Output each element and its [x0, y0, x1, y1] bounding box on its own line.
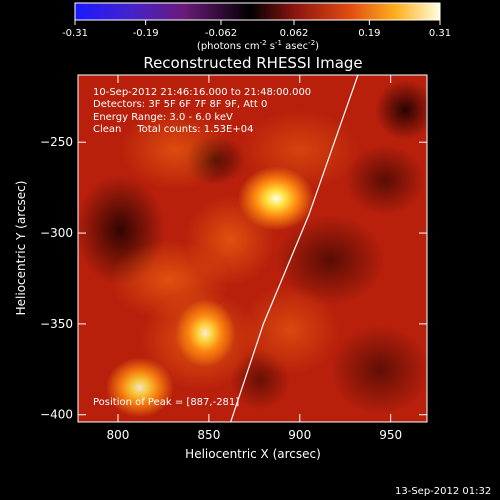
y-tick-label: −350 [40, 317, 73, 331]
solar-limb-line [230, 75, 359, 422]
annotation-detectors: Detectors: 3F 5F 6F 7F 8F 9F, Att 0 [93, 99, 268, 110]
source-blob [105, 357, 174, 418]
x-tick-label: 950 [379, 428, 402, 442]
x-tick-label: 900 [288, 428, 311, 442]
image-map [78, 75, 427, 422]
x-tick-label: 850 [197, 428, 220, 442]
source-blob [175, 298, 236, 367]
x-axis-label: Heliocentric X (arcsec) [185, 447, 321, 461]
annotation-time-range: 10-Sep-2012 21:46:16.000 to 21:48:00.000 [93, 87, 312, 98]
annotation-energy: Energy Range: 3.0 - 6.0 keV [93, 112, 233, 123]
colorbar-tick-label: -0.19 [133, 28, 159, 39]
colorbar-tick-label: -0.062 [205, 28, 237, 39]
footer-timestamp: 13-Sep-2012 01:32 [395, 486, 492, 497]
source-blob [238, 166, 315, 231]
chart-title: Reconstructed RHESSI Image [143, 54, 362, 72]
colorbar [75, 3, 440, 20]
y-tick-label: −300 [40, 226, 73, 240]
colorbar-ticks: -0.31 -0.19 -0.062 0.062 0.19 0.31 [62, 20, 451, 39]
colorbar-tick-label: -0.31 [62, 28, 88, 39]
colorbar-tick-label: 0.062 [280, 28, 309, 39]
plot-frame [77, 74, 428, 423]
source-blobs [105, 166, 315, 418]
y-tick-label: −400 [40, 408, 73, 422]
colorbar-tick-label: 0.31 [429, 28, 451, 39]
axis-ticks: 800 850 900 950 −250 −300 −350 −400 [40, 75, 427, 442]
annotation-method: Clean Total counts: 1.53E+04 [93, 124, 254, 135]
colorbar-unit-label: (photons cm-2 s-1 asec-2) [197, 39, 319, 52]
y-axis-label: Heliocentric Y (arcsec) [14, 181, 28, 316]
y-tick-label: −250 [40, 135, 73, 149]
colorbar-tick-label: 0.19 [358, 28, 380, 39]
annotation-peak-position: Position of Peak = [887,-281] [93, 397, 240, 408]
x-tick-label: 800 [107, 428, 130, 442]
